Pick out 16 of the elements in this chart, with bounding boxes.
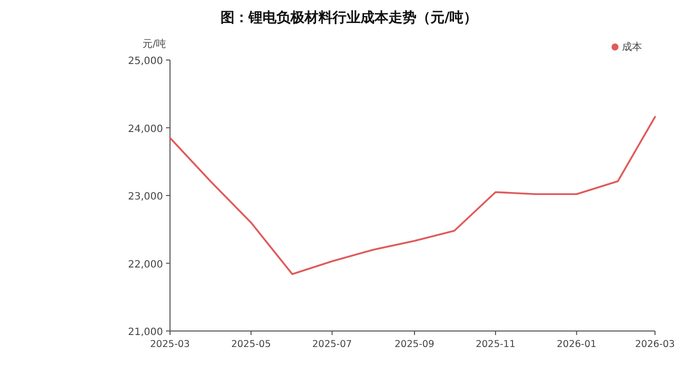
line-series <box>169 116 656 275</box>
x-tick-label: 2026-01 <box>556 339 596 350</box>
y-axis-title: 元/吨 <box>142 38 166 50</box>
y-tick-label: 25,000 <box>128 56 163 67</box>
y-tick-label: 21,000 <box>128 327 163 338</box>
y-tick-label: 22,000 <box>128 259 163 270</box>
y-tick-label: 24,000 <box>128 124 163 135</box>
x-tick-label: 2025-11 <box>476 339 516 350</box>
x-tick-label: 2025-09 <box>394 339 434 350</box>
legend-label: 成本 <box>622 41 642 53</box>
x-tick-label: 2026-03 <box>635 339 675 350</box>
x-tick-label: 2025-07 <box>312 339 352 350</box>
y-tick-label: 23,000 <box>128 192 163 202</box>
chart-title: 图：锂电负极材料行业成本走势（元/吨） <box>220 10 478 26</box>
x-tick-label: 2025-03 <box>150 339 190 350</box>
x-tick-label: 2025-05 <box>231 339 271 350</box>
